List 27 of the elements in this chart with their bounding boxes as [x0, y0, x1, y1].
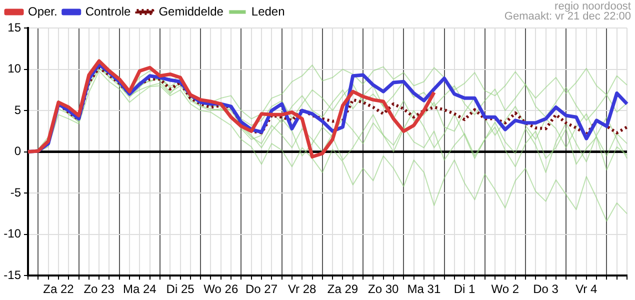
- x-tick-label: Do 27: [245, 282, 278, 296]
- legend-label: Oper.: [28, 4, 58, 18]
- x-tick-label: Ma 24: [123, 282, 157, 296]
- y-tick-label: 10: [8, 62, 22, 76]
- legend-label: Leden: [251, 4, 285, 18]
- text: regio noordoost: [554, 0, 631, 13]
- x-tick-label: Za 29: [327, 282, 358, 296]
- text: Gemaakt: vr 21 dec 22:00: [504, 10, 631, 23]
- x-tick-label: Vr 28: [288, 282, 317, 296]
- x-tick-label: Zo 23: [84, 282, 115, 296]
- x-tick-label: Wo 2: [491, 282, 520, 296]
- x-tick-label: Do 3: [533, 282, 559, 296]
- x-tick-label: Za 22: [43, 282, 74, 296]
- legend-label: Controle: [85, 4, 132, 18]
- legend-label: Gemiddelde: [158, 4, 224, 18]
- x-tick-label: Wo 26: [204, 282, 238, 296]
- y-tick-label: 0: [14, 144, 22, 158]
- y-tick-label: 15: [8, 20, 22, 34]
- y-tick-label: -15: [4, 268, 22, 282]
- y-tick-label: -10: [4, 226, 22, 241]
- y-tick-label: -5: [10, 185, 22, 200]
- x-tick-label: Di 25: [166, 282, 195, 296]
- x-tick-label: Vr 4: [576, 282, 598, 296]
- y-tick-label: 5: [14, 102, 22, 117]
- x-tick-label: Zo 30: [368, 282, 400, 296]
- x-tick-label: Ma 31: [407, 282, 441, 296]
- x-tick-label: Di 1: [454, 282, 476, 296]
